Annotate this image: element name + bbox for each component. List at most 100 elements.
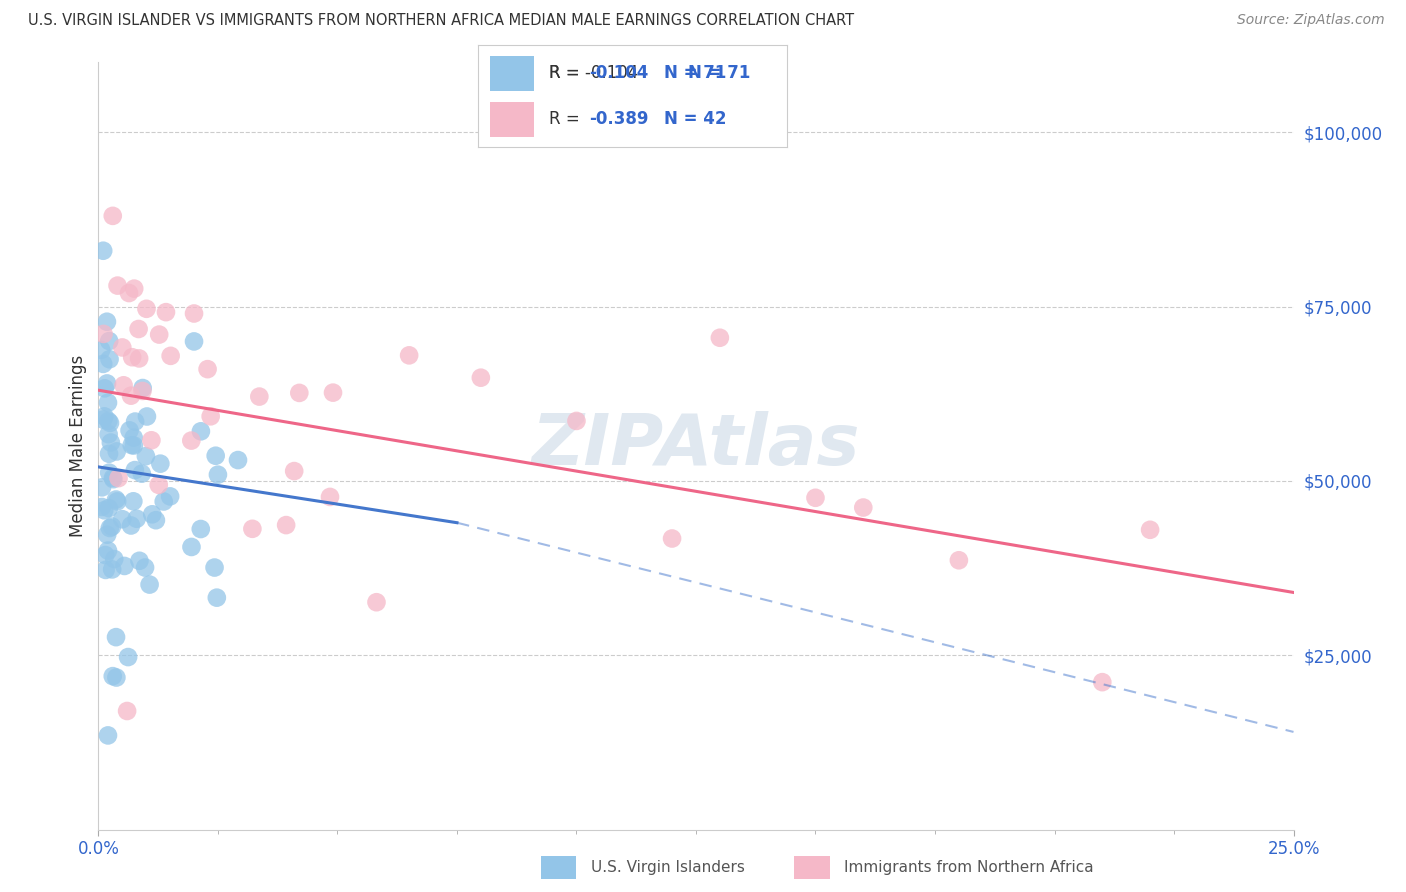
- Text: -0.389: -0.389: [589, 111, 650, 128]
- Point: [103, 472, 125, 486]
- Point: [90, 343, 112, 357]
- Point: [122, 282, 145, 296]
- Point: [118, 423, 141, 437]
- Point: [97, 501, 120, 516]
- Point: [93, 326, 115, 341]
- Point: [180, 434, 202, 448]
- Point: [852, 500, 875, 515]
- Point: [93, 503, 115, 517]
- Point: [105, 630, 128, 644]
- Point: [661, 532, 683, 546]
- Point: [91, 244, 114, 258]
- Point: [190, 425, 212, 439]
- Point: [134, 560, 156, 574]
- Point: [98, 521, 121, 535]
- Point: [98, 416, 121, 430]
- Point: [288, 385, 311, 400]
- Point: [97, 395, 120, 409]
- Text: Source: ZipAtlas.com: Source: ZipAtlas.com: [1237, 13, 1385, 28]
- Point: [122, 438, 145, 452]
- Point: [117, 650, 139, 665]
- Point: [111, 512, 134, 526]
- Point: [111, 341, 134, 355]
- Point: [141, 434, 163, 448]
- Point: [122, 494, 145, 508]
- Point: [124, 463, 146, 477]
- Point: [131, 467, 153, 481]
- Point: [276, 518, 298, 533]
- Point: [128, 554, 150, 568]
- Point: [204, 560, 226, 574]
- Point: [120, 518, 142, 533]
- Point: [114, 558, 136, 573]
- Point: [124, 415, 146, 429]
- Point: [107, 471, 129, 485]
- Point: [470, 370, 492, 384]
- Point: [138, 577, 160, 591]
- Point: [135, 449, 157, 463]
- Text: -0.104: -0.104: [589, 64, 648, 82]
- Point: [120, 389, 142, 403]
- Point: [93, 381, 115, 395]
- Point: [136, 409, 159, 424]
- Point: [97, 728, 120, 742]
- Point: [121, 350, 143, 364]
- Text: ZIPAtlas: ZIPAtlas: [531, 411, 860, 481]
- Point: [131, 384, 153, 398]
- Point: [98, 334, 121, 348]
- Point: [101, 562, 124, 576]
- Point: [105, 492, 128, 507]
- Point: [322, 385, 344, 400]
- Point: [121, 438, 143, 452]
- Point: [242, 522, 264, 536]
- Point: [149, 457, 172, 471]
- Point: [91, 357, 114, 371]
- Point: [125, 512, 148, 526]
- Point: [94, 563, 117, 577]
- Point: [97, 414, 120, 428]
- Point: [283, 464, 305, 478]
- Point: [96, 315, 118, 329]
- Point: [145, 513, 167, 527]
- Point: [247, 390, 270, 404]
- Text: U.S. VIRGIN ISLANDER VS IMMIGRANTS FROM NORTHERN AFRICA MEDIAN MALE EARNINGS COR: U.S. VIRGIN ISLANDER VS IMMIGRANTS FROM …: [28, 13, 855, 29]
- Point: [93, 409, 115, 424]
- Point: [96, 527, 118, 541]
- Point: [948, 553, 970, 567]
- Point: [148, 327, 170, 342]
- Point: [141, 508, 163, 522]
- Point: [366, 595, 388, 609]
- Point: [709, 331, 731, 345]
- Point: [105, 444, 128, 458]
- Point: [105, 671, 128, 685]
- Point: [190, 522, 212, 536]
- Point: [107, 278, 129, 293]
- Point: [91, 480, 114, 494]
- Point: [105, 494, 128, 508]
- Text: N = 42: N = 42: [664, 111, 725, 128]
- Point: [204, 449, 226, 463]
- Point: [207, 467, 229, 482]
- Point: [398, 348, 420, 362]
- Point: [118, 286, 141, 301]
- Point: [101, 669, 124, 683]
- Point: [90, 500, 112, 514]
- Point: [98, 466, 121, 480]
- Point: [180, 540, 202, 554]
- Point: [97, 427, 120, 442]
- Point: [1139, 523, 1161, 537]
- Point: [152, 494, 174, 508]
- Text: R =: R =: [550, 64, 585, 82]
- Text: R =: R =: [550, 111, 585, 128]
- Point: [98, 352, 121, 367]
- Point: [148, 478, 170, 492]
- Point: [1091, 675, 1114, 690]
- Point: [103, 552, 125, 566]
- Point: [98, 447, 121, 461]
- Point: [200, 409, 222, 424]
- Point: [96, 376, 118, 391]
- Point: [100, 435, 122, 450]
- Point: [155, 305, 177, 319]
- Point: [128, 322, 150, 336]
- FancyBboxPatch shape: [491, 56, 534, 91]
